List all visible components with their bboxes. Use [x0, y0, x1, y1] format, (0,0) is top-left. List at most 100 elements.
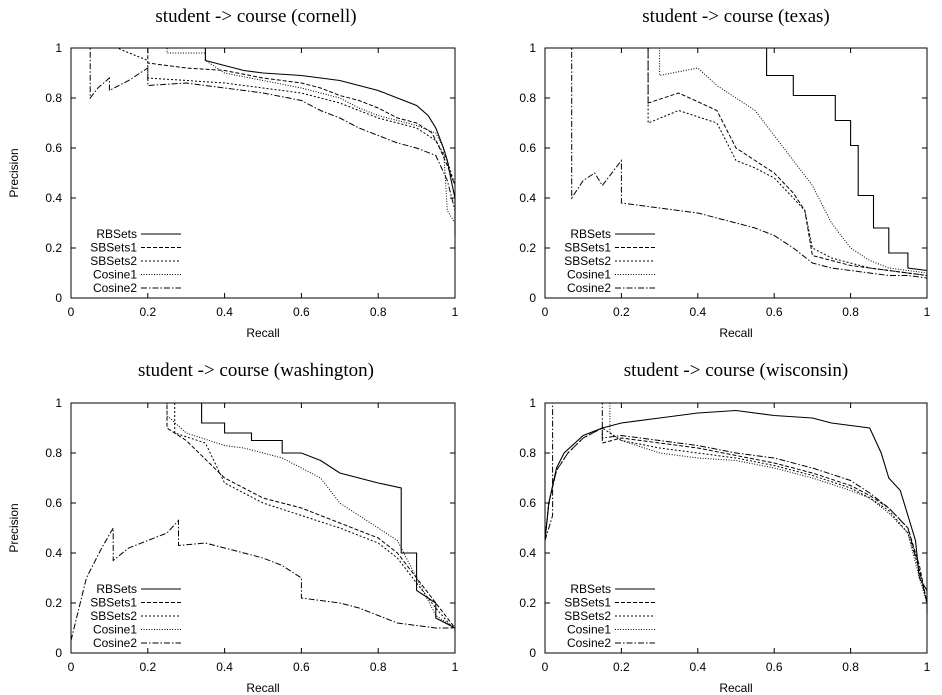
x-tick-label: 0: [542, 660, 549, 674]
y-tick-label: 0: [55, 291, 62, 305]
series-line-cosine2: [71, 519, 455, 641]
plot-frame: [544, 402, 928, 654]
x-tick-label: 0.6: [766, 660, 783, 674]
y-tick-label: 0.6: [519, 141, 536, 155]
y-axis-label: Precision: [7, 148, 21, 197]
series-line-rbsets: [71, 47, 456, 236]
y-tick-label: 0.4: [45, 191, 62, 205]
x-tick-label: 0.6: [766, 305, 783, 319]
series-line-rbsets: [552, 47, 928, 272]
y-tick-label: 0.2: [45, 241, 62, 255]
y-tick-label: 0.6: [45, 496, 62, 510]
legend-label-rbsets: RBSets: [96, 582, 137, 596]
chart-panel-2: student -> course (texas) 0 0.2 0.4 0.6 0.8 1 0…: [519, 6, 930, 340]
y-tick-label: 0.8: [45, 446, 62, 460]
y-tick-label: 1: [529, 396, 536, 410]
legend-label-cosine2: Cosine2: [93, 281, 137, 295]
x-tick-label: 0.6: [293, 305, 310, 319]
chart-title: student -> course (wisconsin): [624, 360, 848, 381]
chart-title: student -> course (washington): [138, 360, 374, 381]
series-line-cosine2: [71, 47, 456, 211]
y-axis-label: Precision: [7, 503, 21, 552]
plot-frame: [70, 47, 456, 299]
x-tick-label: 1: [924, 305, 931, 319]
legend-label-rbsets: RBSets: [96, 227, 137, 241]
y-tick-label: 0.8: [45, 91, 62, 105]
y-tick-label: 0: [529, 646, 536, 660]
x-tick-label: 0.4: [689, 660, 706, 674]
y-tick-label: 0.8: [519, 446, 536, 460]
x-tick-label: 0.2: [613, 305, 630, 319]
series-line-sbsets1: [545, 427, 928, 604]
x-tick-label: 0.4: [216, 660, 233, 674]
y-tick-label: 0.6: [45, 141, 62, 155]
x-tick-label: 0.8: [370, 660, 387, 674]
series-line-cosine1: [71, 47, 456, 224]
x-tick-label: 1: [924, 660, 931, 674]
series-line-cosine1: [552, 47, 928, 274]
y-tick-label: 1: [529, 41, 536, 55]
y-tick-label: 1: [55, 396, 62, 410]
x-tick-label: 0.8: [842, 660, 859, 674]
x-tick-label: 0.2: [613, 660, 630, 674]
chart-panel-1: student -> course (cornell) 0 0.2 0.4 0.6 0.8…: [7, 6, 459, 340]
series-line-sbsets2: [552, 47, 928, 276]
legend-label-rbsets: RBSets: [570, 582, 611, 596]
plot-frame: [70, 402, 456, 654]
series-line-cosine1: [78, 402, 456, 629]
legend-label-rbsets: RBSets: [570, 227, 611, 241]
x-axis-label: Recall: [719, 681, 752, 695]
x-tick-label: 0.4: [216, 305, 233, 319]
y-tick-label: 0.6: [519, 496, 536, 510]
legend-label-sbsets1: SBSets1: [564, 596, 611, 610]
legend-label-cosine2: Cosine2: [93, 636, 137, 650]
series-line-cosine1: [552, 402, 928, 604]
x-tick-label: 1: [452, 305, 459, 319]
series-line-sbsets1: [71, 47, 456, 228]
legend-label-sbsets1: SBSets1: [90, 596, 137, 610]
legend-label-cosine2: Cosine2: [567, 636, 611, 650]
x-tick-label: 0.6: [293, 660, 310, 674]
x-axis-label: Recall: [246, 681, 279, 695]
series-line-sbsets2: [545, 427, 928, 604]
legend-label-sbsets1: SBSets1: [90, 241, 137, 255]
series-line-rbsets: [78, 402, 456, 629]
y-tick-label: 0.2: [519, 241, 536, 255]
series-line-sbsets1: [78, 402, 456, 629]
chart-panel-4: student -> course (wisconsin) 0 0.2 0.4 0.6 0…: [519, 360, 930, 695]
legend-label-sbsets2: SBSets2: [564, 609, 611, 623]
legend-label-sbsets2: SBSets2: [90, 609, 137, 623]
x-tick-label: 1: [452, 660, 459, 674]
y-tick-label: 1: [55, 41, 62, 55]
y-tick-label: 0.2: [45, 596, 62, 610]
series-line-sbsets1: [552, 47, 928, 276]
series-line-rbsets: [545, 409, 928, 613]
x-tick-label: 0: [68, 660, 75, 674]
series-line-sbsets2: [71, 47, 456, 223]
legend-label-sbsets1: SBSets1: [564, 241, 611, 255]
series-line-cosine2: [545, 402, 928, 604]
y-tick-label: 0.2: [519, 596, 536, 610]
x-tick-label: 0.4: [689, 305, 706, 319]
legend-label-cosine1: Cosine1: [567, 268, 611, 282]
y-tick-label: 0: [529, 291, 536, 305]
legend-label-cosine1: Cosine1: [93, 268, 137, 282]
legend-label-sbsets2: SBSets2: [90, 254, 137, 268]
y-tick-label: 0.8: [519, 91, 536, 105]
chart-title: student -> course (cornell): [155, 6, 356, 27]
x-axis-label: Recall: [246, 326, 279, 340]
x-axis-label: Recall: [719, 326, 752, 340]
x-tick-label: 0.8: [370, 305, 387, 319]
x-tick-label: 0: [542, 305, 549, 319]
x-tick-label: 0.2: [139, 305, 156, 319]
chart-title: student -> course (texas): [642, 6, 829, 27]
legend-label-cosine2: Cosine2: [567, 281, 611, 295]
legend-label-cosine1: Cosine1: [567, 623, 611, 637]
x-tick-label: 0.2: [139, 660, 156, 674]
legend-label-cosine1: Cosine1: [93, 623, 137, 637]
y-tick-label: 0.4: [519, 546, 536, 560]
x-tick-label: 0: [68, 305, 75, 319]
legend-label-sbsets2: SBSets2: [564, 254, 611, 268]
x-tick-label: 0.8: [842, 305, 859, 319]
